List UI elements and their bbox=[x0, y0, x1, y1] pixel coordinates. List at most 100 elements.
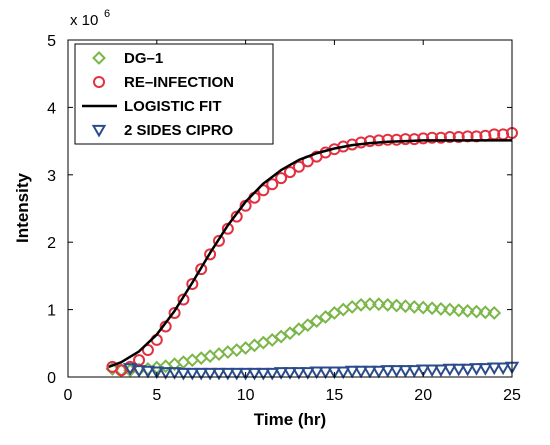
series-3 bbox=[122, 361, 520, 381]
data-point bbox=[247, 367, 262, 381]
data-point bbox=[407, 299, 422, 314]
data-point bbox=[460, 363, 475, 377]
y-tick-label: 2 bbox=[47, 235, 56, 252]
data-point bbox=[167, 367, 182, 380]
legend-label: LOGISTIC FIT bbox=[124, 98, 222, 115]
data-point bbox=[442, 363, 458, 377]
legend-items: DG–1 RE–INFECTION LOGISTIC FIT 2 SIDES CIPR… bbox=[82, 50, 234, 139]
legend-box bbox=[74, 43, 274, 145]
data-point bbox=[336, 366, 351, 380]
data-point bbox=[415, 364, 431, 378]
data-point bbox=[363, 135, 376, 148]
data-point bbox=[105, 361, 120, 376]
data-point bbox=[186, 277, 199, 290]
data-point bbox=[390, 133, 403, 146]
x-tick-label: 5 bbox=[152, 387, 161, 404]
data-point bbox=[443, 131, 456, 144]
legend-item: LOGISTIC FIT bbox=[82, 98, 222, 115]
data-point bbox=[273, 367, 289, 380]
data-point bbox=[433, 364, 449, 378]
axis-ticks bbox=[67, 39, 513, 378]
data-point bbox=[407, 365, 422, 378]
data-point bbox=[398, 299, 413, 314]
data-point bbox=[211, 367, 227, 381]
series-line bbox=[108, 139, 512, 369]
y-tick-label: 5 bbox=[47, 33, 56, 50]
x-tick-label: 25 bbox=[503, 387, 521, 404]
data-point bbox=[168, 306, 181, 319]
data-point bbox=[353, 365, 369, 379]
data-point bbox=[495, 362, 511, 376]
data-point bbox=[363, 297, 377, 312]
data-point bbox=[380, 365, 395, 378]
series-layer bbox=[105, 127, 520, 381]
data-point bbox=[204, 248, 217, 261]
data-point bbox=[416, 300, 431, 315]
data-point bbox=[327, 366, 342, 380]
data-point bbox=[398, 365, 413, 378]
data-point bbox=[452, 131, 465, 144]
data-point bbox=[283, 326, 297, 341]
data-point bbox=[469, 304, 484, 319]
data-point bbox=[344, 365, 360, 379]
y-tick-label: 0 bbox=[47, 370, 56, 387]
data-point bbox=[309, 314, 324, 328]
data-point bbox=[426, 131, 439, 144]
axis-tick-labels: 0 5 10 15 20 25 0 1 2 3 4 5 bbox=[47, 33, 521, 404]
data-point bbox=[399, 133, 412, 146]
data-point bbox=[425, 301, 439, 316]
legend-swatch bbox=[93, 76, 105, 88]
x-tick-label: 10 bbox=[237, 387, 255, 404]
data-point bbox=[389, 365, 404, 378]
data-point bbox=[140, 365, 156, 379]
data-point bbox=[318, 310, 333, 324]
x-tick-label: 0 bbox=[64, 387, 73, 404]
data-point bbox=[380, 297, 395, 312]
data-point bbox=[176, 367, 191, 381]
data-point bbox=[442, 302, 457, 317]
series-2 bbox=[108, 139, 512, 369]
legend-item: 2 SIDES CIPRO bbox=[91, 122, 234, 139]
y-tick-label: 4 bbox=[47, 100, 56, 117]
data-point bbox=[229, 367, 244, 381]
data-point bbox=[185, 367, 200, 381]
data-point bbox=[478, 305, 493, 320]
data-point bbox=[193, 367, 209, 381]
y-tick-label: 1 bbox=[47, 303, 56, 320]
x-axis-title: Time (hr) bbox=[254, 410, 326, 429]
data-point bbox=[265, 367, 280, 381]
data-point bbox=[122, 363, 138, 376]
data-point bbox=[460, 304, 475, 318]
data-point bbox=[300, 367, 315, 380]
data-point bbox=[424, 364, 440, 378]
y-axis-title: Intensity bbox=[13, 173, 32, 243]
data-point bbox=[309, 366, 324, 380]
data-point bbox=[300, 318, 315, 333]
legend: DG–1 RE–INFECTION LOGISTIC FIT 2 SIDES CIPR… bbox=[74, 43, 274, 145]
x-tick-label: 15 bbox=[326, 387, 344, 404]
data-point bbox=[131, 365, 147, 378]
data-point bbox=[434, 302, 448, 316]
legend-label: RE–INFECTION bbox=[124, 74, 234, 91]
data-point bbox=[141, 344, 154, 357]
data-point bbox=[371, 365, 387, 379]
data-point bbox=[291, 367, 307, 380]
data-point bbox=[158, 367, 173, 380]
data-point bbox=[478, 363, 493, 376]
data-point bbox=[291, 322, 306, 337]
data-point bbox=[487, 306, 502, 320]
data-point bbox=[212, 234, 225, 247]
legend-item: DG–1 bbox=[92, 50, 163, 67]
data-point bbox=[275, 172, 288, 185]
data-point bbox=[434, 131, 447, 144]
legend-swatch bbox=[92, 51, 106, 65]
data-point bbox=[389, 298, 404, 313]
data-point bbox=[408, 133, 421, 146]
legend-label: 2 SIDES CIPRO bbox=[124, 122, 234, 139]
data-point bbox=[238, 367, 253, 381]
data-point bbox=[202, 367, 218, 381]
y-exponent-power: 6 bbox=[104, 8, 110, 20]
y-tick-label: 3 bbox=[47, 168, 56, 185]
plot-frame bbox=[67, 39, 513, 378]
data-point bbox=[451, 303, 466, 318]
